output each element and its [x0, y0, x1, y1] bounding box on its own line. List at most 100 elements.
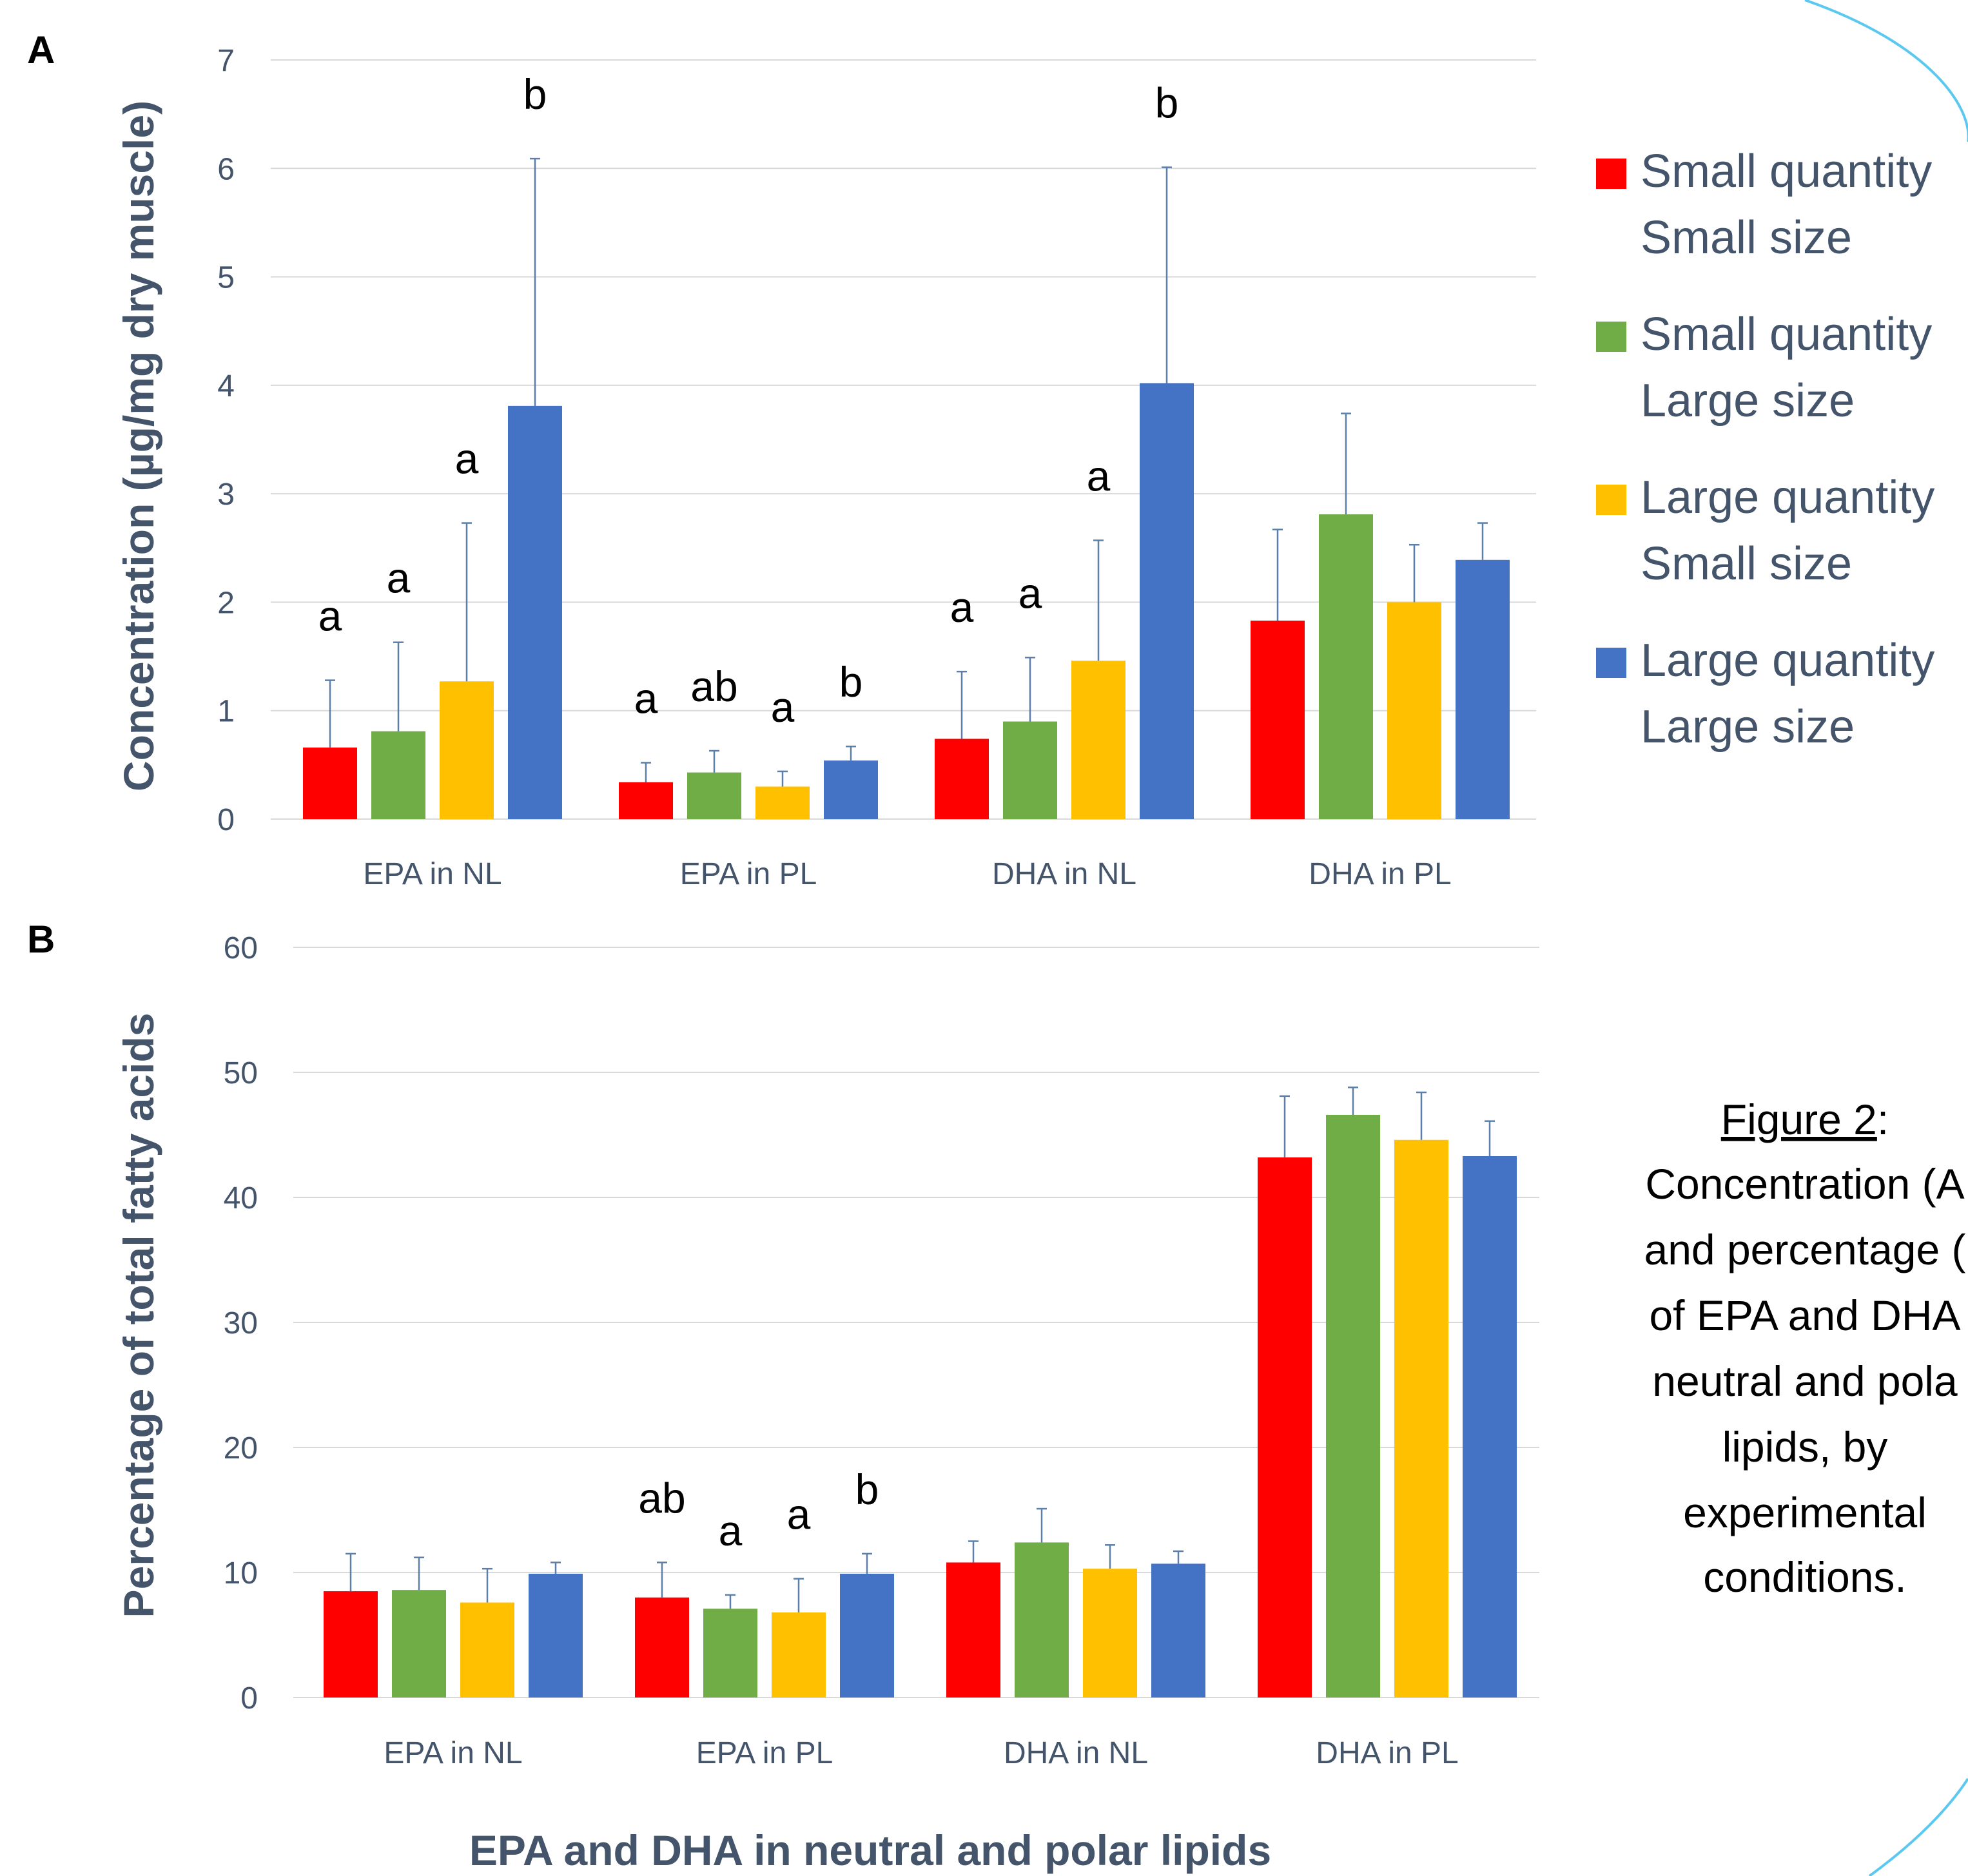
figure-caption: Figure 2: Concentration (A and percentag…	[1644, 1096, 1965, 1601]
bar	[371, 731, 425, 819]
caption-line: experimental	[1683, 1489, 1927, 1536]
bar	[440, 681, 494, 819]
bar	[1083, 1569, 1137, 1697]
bar	[460, 1602, 514, 1697]
significance-label: a	[771, 683, 795, 731]
panel-b-y-axis-label: Percentage of total fatty acids	[115, 1013, 162, 1618]
legend-label: Large size	[1641, 701, 1855, 753]
legend-label: Small size	[1641, 538, 1852, 590]
significance-label: b	[523, 70, 547, 118]
caption-line: and percentage (	[1644, 1226, 1965, 1273]
legend-label: Large quantity	[1641, 472, 1934, 523]
category-label: DHA in NL	[992, 857, 1136, 891]
legend-swatch	[1596, 648, 1626, 678]
category-label: DHA in PL	[1316, 1736, 1458, 1770]
significance-label: b	[855, 1465, 879, 1513]
category-label: DHA in PL	[1309, 857, 1451, 891]
bar	[1394, 1139, 1448, 1697]
y-tick-label: 4	[217, 369, 235, 403]
decorative-arc	[1804, 0, 1968, 142]
legend-swatch	[1596, 159, 1626, 189]
bar	[324, 1591, 378, 1697]
y-tick-label: 6	[217, 152, 235, 186]
category-label: EPA in NL	[384, 1736, 522, 1770]
y-tick-label: 2	[217, 586, 235, 620]
significance-label: a	[387, 554, 411, 602]
caption-colon: :	[1877, 1096, 1889, 1143]
y-tick-label: 60	[224, 931, 258, 965]
bar	[529, 1573, 583, 1697]
y-tick-label: 0	[240, 1681, 258, 1716]
bar	[1071, 661, 1125, 819]
significance-label: ab	[638, 1474, 685, 1522]
caption-line: of EPA and DHA	[1649, 1291, 1960, 1339]
significance-label: a	[787, 1491, 811, 1538]
decorative-arc-bottom	[1868, 1777, 1968, 1876]
legend-swatch	[1596, 485, 1626, 515]
bar	[1015, 1542, 1069, 1697]
category-label: EPA in NL	[363, 857, 502, 891]
bar	[1387, 602, 1441, 819]
legend-label: Small size	[1641, 212, 1852, 264]
legend: Small quantity Small size Small quantity La…	[1596, 146, 1934, 753]
bar	[635, 1597, 689, 1697]
bar	[755, 786, 810, 819]
panel-b: B 0 10 20 30 40 50 60 Percentage of total fatt…	[27, 918, 1539, 1770]
bar	[1258, 1157, 1312, 1697]
bar	[1251, 621, 1305, 819]
bar	[392, 1590, 446, 1697]
y-tick-label: 5	[217, 261, 235, 295]
panel-a-y-axis-label: Concentration (µg/mg dry muscle)	[115, 101, 162, 791]
significance-label: a	[455, 435, 479, 483]
y-tick-label: 40	[224, 1181, 258, 1215]
y-tick-label: 10	[224, 1556, 258, 1591]
significance-label: a	[1018, 569, 1042, 617]
bar	[935, 739, 989, 819]
panel-a-y-ticks: 0 1 2 3 4 5 6 7	[217, 44, 235, 837]
bar	[1326, 1114, 1380, 1697]
significance-label: a	[634, 674, 658, 722]
y-tick-label: 1	[217, 695, 235, 729]
panel-b-y-ticks: 0 10 20 30 40 50 60	[224, 931, 258, 1716]
y-tick-label: 50	[224, 1056, 258, 1090]
panel-b-categories: EPA in NL EPA in PL DHA in NL DHA in PL	[384, 1736, 1458, 1770]
y-tick-label: 30	[224, 1306, 258, 1340]
bar	[1319, 514, 1373, 819]
y-tick-label: 20	[224, 1431, 258, 1465]
bar	[772, 1612, 826, 1697]
caption-line: lipids, by	[1722, 1423, 1888, 1471]
bar	[1003, 721, 1057, 819]
panel-a-categories: EPA in NL EPA in PL DHA in NL DHA in PL	[363, 857, 1451, 891]
bar	[619, 782, 673, 819]
significance-label: a	[1087, 452, 1111, 500]
category-label: DHA in NL	[1004, 1736, 1148, 1770]
bar	[1463, 1156, 1517, 1697]
bar	[1151, 1563, 1205, 1697]
caption-heading: Figure 2:	[1721, 1096, 1889, 1143]
legend-label: Large quantity	[1641, 635, 1934, 686]
bar	[824, 760, 878, 819]
y-tick-label: 7	[217, 44, 235, 78]
caption-line: neutral and pola	[1652, 1357, 1958, 1405]
caption-figure-label: Figure 2	[1721, 1096, 1877, 1143]
y-tick-label: 0	[217, 803, 235, 837]
significance-label: a	[318, 592, 342, 640]
legend-label: Large size	[1641, 375, 1855, 427]
legend-swatch	[1596, 322, 1626, 352]
panel-b-letter: B	[27, 918, 55, 961]
panel-a: A 0 1 2 3 4 5 6 7 Concentration (µg/mg dry musc…	[27, 28, 1536, 891]
bar	[1456, 559, 1510, 819]
category-label: EPA in PL	[680, 857, 817, 891]
category-label: EPA in PL	[696, 1736, 833, 1770]
legend-label: Small quantity	[1641, 309, 1932, 360]
significance-label: a	[719, 1507, 743, 1554]
significance-label: ab	[690, 662, 737, 710]
y-tick-label: 3	[217, 478, 235, 512]
significance-label: b	[839, 658, 863, 706]
bar	[303, 747, 357, 819]
bar	[687, 772, 741, 819]
bar	[508, 405, 562, 819]
panel-b-bars: aba ab	[324, 1087, 1517, 1697]
